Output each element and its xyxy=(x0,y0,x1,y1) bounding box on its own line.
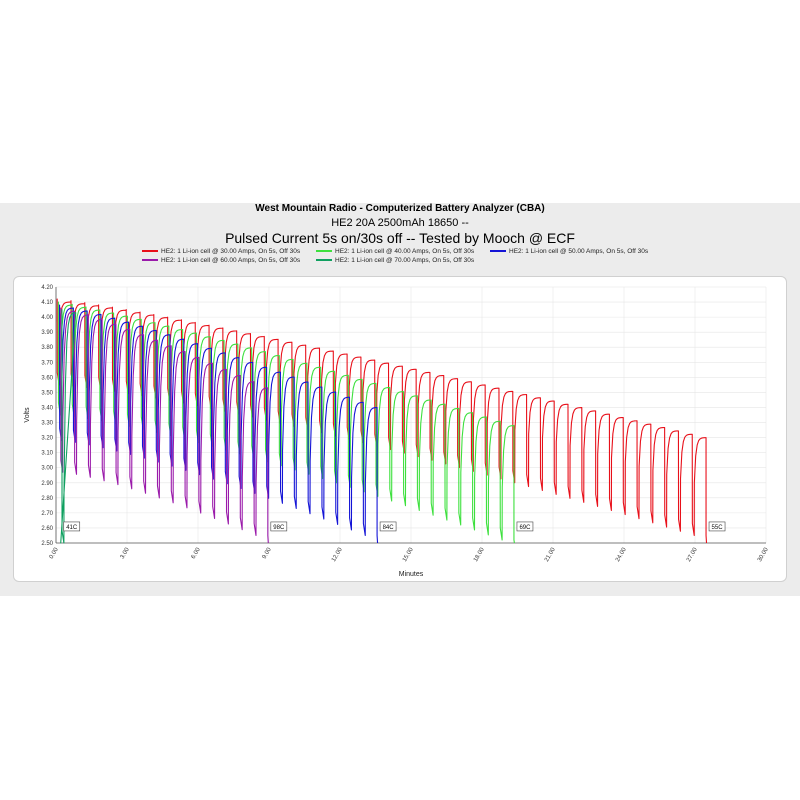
temperature-label-text: 98C xyxy=(273,525,285,531)
temperature-label-text: 55C xyxy=(712,525,724,531)
temperature-label-box xyxy=(516,521,534,532)
legend-swatch xyxy=(316,250,332,253)
y-tick-label: 2.50 xyxy=(41,541,53,547)
legend-item: HE2: 1 Li-ion cell @ 30.00 Amps, On 5s, … xyxy=(142,248,300,256)
y-tick-label: 2.80 xyxy=(41,496,53,502)
x-tick-label: 12.00 xyxy=(331,546,344,563)
temperature-label-box xyxy=(270,521,288,532)
series-path xyxy=(60,309,77,544)
series-line xyxy=(59,304,379,544)
x-tick-label: 18.00 xyxy=(473,546,486,563)
legend-item: HE2: 1 Li-ion cell @ 60.00 Amps, On 5s, … xyxy=(142,257,300,265)
y-axis-title: Volts xyxy=(24,407,31,423)
legend: HE2: 1 Li-ion cell @ 30.00 Amps, On 5s, … xyxy=(0,246,800,268)
x-tick-label: 6.00 xyxy=(191,546,202,560)
y-tick-label: 3.70 xyxy=(41,360,53,366)
temperature-label: 55C xyxy=(708,521,726,532)
y-tick-label: 2.70 xyxy=(41,511,53,517)
y-tick-label: 4.10 xyxy=(41,300,53,306)
series-line xyxy=(56,298,708,544)
legend-swatch xyxy=(142,250,158,253)
x-tick-label: 3.00 xyxy=(120,546,131,560)
y-tick-label: 4.00 xyxy=(41,315,53,321)
temperature-label: 98C xyxy=(270,521,288,532)
y-tick-label: 2.90 xyxy=(41,481,53,487)
x-axis-title: Minutes xyxy=(399,571,424,578)
temperature-label-text: 84C xyxy=(383,525,395,531)
legend-label: HE2: 1 Li-ion cell @ 40.00 Amps, On 5s, … xyxy=(335,248,475,255)
grid-lines xyxy=(55,286,767,544)
series-path xyxy=(59,304,379,544)
legend-swatch xyxy=(142,259,158,262)
x-tick-label: 15.00 xyxy=(402,546,415,563)
series-path xyxy=(60,307,269,544)
x-tick-label: 27.00 xyxy=(686,546,699,563)
y-tick-label: 3.30 xyxy=(41,421,53,427)
temperature-label-text: 69C xyxy=(519,525,531,531)
temperature-label-box xyxy=(63,521,81,532)
legend-label: HE2: 1 Li-ion cell @ 50.00 Amps, On 5s, … xyxy=(509,248,649,255)
temperature-label-box xyxy=(379,521,397,532)
series-path xyxy=(57,301,515,544)
temperature-label-box xyxy=(708,521,726,532)
y-tick-label: 3.10 xyxy=(41,451,53,457)
chart-title: West Mountain Radio - Computerized Batte… xyxy=(255,203,545,214)
y-tick-label: 3.20 xyxy=(41,436,53,442)
legend-item: HE2: 1 Li-ion cell @ 70.00 Amps, On 5s, … xyxy=(316,257,474,265)
y-tick-label: 3.60 xyxy=(41,375,53,381)
chart-subtitle: HE2 20A 2500mAh 18650 -- xyxy=(331,217,469,229)
y-tick-label: 4.20 xyxy=(41,285,53,291)
y-tick-label: 2.60 xyxy=(41,526,53,532)
legend-item: HE2: 1 Li-ion cell @ 50.00 Amps, On 5s, … xyxy=(490,248,648,256)
x-tick-label: 30.00 xyxy=(757,546,770,563)
x-tick-label: 21.00 xyxy=(544,546,557,563)
x-tick-label: 24.00 xyxy=(615,546,628,563)
legend-label: HE2: 1 Li-ion cell @ 30.00 Amps, On 5s, … xyxy=(161,248,301,255)
temperature-label: 69C xyxy=(516,521,534,532)
temperature-label: 41C xyxy=(63,521,81,532)
y-tick-label: 3.80 xyxy=(41,345,53,351)
y-tick-label: 3.90 xyxy=(41,330,53,336)
temperature-label: 84C xyxy=(379,521,397,532)
y-tick-label: 3.40 xyxy=(41,405,53,411)
y-tick-label: 3.00 xyxy=(41,466,53,472)
chart-subtitle-2: Pulsed Current 5s on/30s off -- Tested b… xyxy=(225,230,575,246)
legend-swatch xyxy=(316,259,332,262)
legend-swatch xyxy=(490,250,506,253)
legend-item: HE2: 1 Li-ion cell @ 40.00 Amps, On 5s, … xyxy=(316,248,474,256)
series-line xyxy=(60,307,269,544)
x-tick-label: 0.00 xyxy=(49,546,60,560)
temperature-label-text: 41C xyxy=(66,525,78,531)
series-line xyxy=(60,309,77,544)
y-tick-label: 3.50 xyxy=(41,390,53,396)
series-path xyxy=(56,298,708,544)
legend-label: HE2: 1 Li-ion cell @ 70.00 Amps, On 5s, … xyxy=(335,257,475,264)
legend-label: HE2: 1 Li-ion cell @ 60.00 Amps, On 5s, … xyxy=(161,257,301,264)
series-line xyxy=(57,301,515,544)
x-tick-label: 9.00 xyxy=(262,546,273,560)
